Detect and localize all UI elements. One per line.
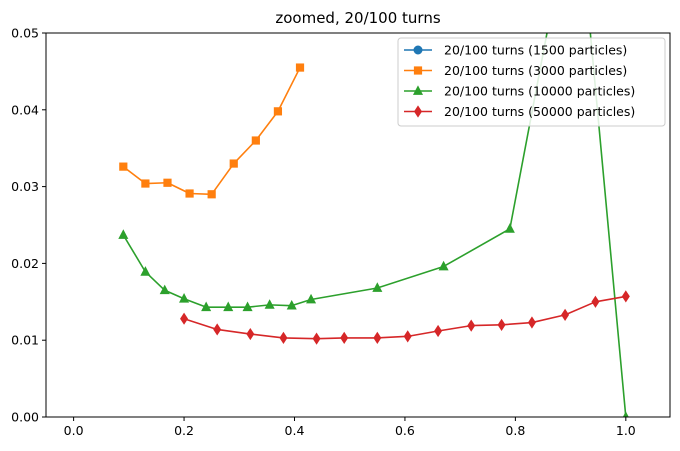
data-point	[274, 108, 281, 115]
data-point	[562, 310, 569, 320]
y-tick-label: 0.03	[11, 179, 39, 194]
x-tick-label: 0.4	[285, 423, 305, 438]
data-point	[252, 137, 259, 144]
data-point	[313, 333, 320, 343]
y-tick-label: 0.04	[11, 102, 39, 117]
data-point	[120, 163, 127, 170]
data-point	[296, 64, 303, 71]
data-point	[404, 331, 411, 341]
series-2	[120, 64, 304, 198]
series-line	[123, 68, 300, 195]
data-point	[247, 329, 254, 339]
data-point	[529, 317, 536, 327]
y-tick-label: 0.01	[11, 333, 39, 348]
y-tick-label: 0.02	[11, 256, 39, 271]
data-point	[435, 326, 442, 336]
legend-label: 20/100 turns (50000 particles)	[444, 104, 635, 119]
x-tick-label: 0.0	[64, 423, 84, 438]
legend-marker	[414, 67, 421, 74]
data-point	[506, 224, 514, 232]
legend-marker	[414, 46, 422, 54]
x-tick-label: 0.6	[395, 423, 415, 438]
chart-title: zoomed, 20/100 turns	[275, 9, 440, 27]
data-point	[142, 180, 149, 187]
data-point	[164, 179, 171, 186]
y-tick-label: 0.05	[11, 26, 39, 41]
data-point	[592, 297, 599, 307]
data-point	[119, 230, 127, 238]
legend-label: 20/100 turns (10000 particles)	[444, 84, 635, 99]
legend: 20/100 turns (1500 particles) 20/100 turn…	[398, 38, 665, 126]
data-point	[186, 190, 193, 197]
data-point	[439, 262, 447, 270]
x-tick-label: 1.0	[616, 423, 636, 438]
data-point	[468, 320, 475, 330]
data-point	[622, 291, 629, 301]
series-4	[181, 291, 630, 344]
data-point	[341, 333, 348, 343]
data-point	[181, 313, 188, 323]
y-tick-label: 0.00	[11, 410, 39, 425]
legend-label: 20/100 turns (3000 particles)	[444, 63, 627, 78]
data-point	[280, 333, 287, 343]
data-point	[498, 320, 505, 330]
data-point	[230, 160, 237, 167]
data-point	[374, 333, 381, 343]
data-point	[214, 324, 221, 334]
x-tick-label: 0.8	[505, 423, 525, 438]
x-tick-label: 0.2	[174, 423, 194, 438]
legend-label: 20/100 turns (1500 particles)	[444, 43, 627, 58]
data-point	[208, 191, 215, 198]
